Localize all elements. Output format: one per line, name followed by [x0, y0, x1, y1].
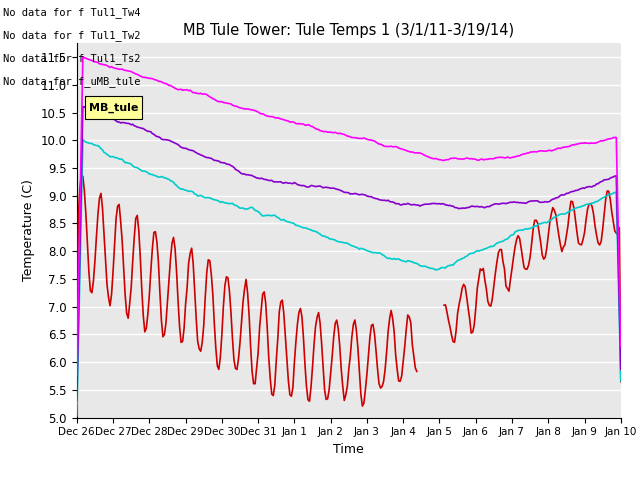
Tul1_Ts-16cm [415, 202, 422, 208]
Text: No data for f_uMB_tule: No data for f_uMB_tule [3, 76, 141, 87]
Tul1_Ts-32cm [415, 150, 422, 156]
Line: Tul1_Tw+10cm: Tul1_Tw+10cm [77, 175, 621, 406]
Tul1_Ts-16cm [552, 195, 559, 201]
Line: Tul1_Ts-32cm: Tul1_Ts-32cm [77, 57, 621, 375]
Tul1_Ts-8cm [79, 136, 86, 142]
Tul1_Ts-8cm [90, 142, 97, 147]
Tul1_Ts-16cm [384, 197, 392, 203]
Tul1_Tw+10cm [617, 379, 625, 384]
Tul1_Ts-8cm [617, 378, 625, 384]
Tul1_Ts-8cm [73, 413, 81, 419]
Title: MB Tule Tower: Tule Temps 1 (3/1/11-3/19/14): MB Tule Tower: Tule Temps 1 (3/1/11-3/19… [183, 23, 515, 38]
Text: No data for f Tul1_Tw2: No data for f Tul1_Tw2 [3, 30, 141, 41]
Tul1_Ts-16cm [73, 397, 81, 403]
Tul1_Ts-32cm [384, 144, 392, 149]
Line: Tul1_Ts-16cm: Tul1_Ts-16cm [77, 107, 621, 400]
Tul1_Ts-32cm [403, 148, 410, 154]
Text: No data for f Tul1_Tw4: No data for f Tul1_Tw4 [3, 7, 141, 18]
Tul1_Ts-16cm [617, 366, 625, 372]
Tul1_Tw+10cm [413, 369, 420, 374]
Text: No data for f Tul1_Ts2: No data for f Tul1_Ts2 [3, 53, 141, 64]
Tul1_Ts-16cm [403, 201, 410, 207]
Tul1_Ts-32cm [73, 372, 81, 378]
Tul1_Ts-8cm [552, 214, 559, 220]
Tul1_Ts-16cm [79, 104, 86, 109]
X-axis label: Time: Time [333, 443, 364, 456]
Tul1_Ts-8cm [176, 185, 184, 191]
Tul1_Tw+10cm [401, 344, 408, 349]
Tul1_Ts-32cm [79, 54, 86, 60]
Tul1_Tw+10cm [552, 212, 559, 217]
Tul1_Ts-32cm [552, 146, 559, 152]
Y-axis label: Temperature (C): Temperature (C) [22, 180, 35, 281]
Text: MB_tule: MB_tule [89, 102, 139, 113]
Tul1_Tw+10cm [174, 298, 182, 303]
Tul1_Tw+10cm [88, 290, 96, 296]
Line: Tul1_Ts-8cm: Tul1_Ts-8cm [77, 139, 621, 416]
Tul1_Ts-32cm [176, 86, 184, 92]
Tul1_Ts-16cm [176, 143, 184, 149]
Tul1_Ts-32cm [90, 59, 97, 64]
Tul1_Ts-16cm [90, 108, 97, 114]
Tul1_Ts-8cm [403, 259, 410, 265]
Tul1_Ts-32cm [617, 344, 625, 349]
Tul1_Tw+10cm [383, 349, 390, 355]
Tul1_Tw+10cm [73, 383, 81, 388]
Tul1_Ts-8cm [384, 256, 392, 262]
Tul1_Ts-8cm [415, 261, 422, 267]
